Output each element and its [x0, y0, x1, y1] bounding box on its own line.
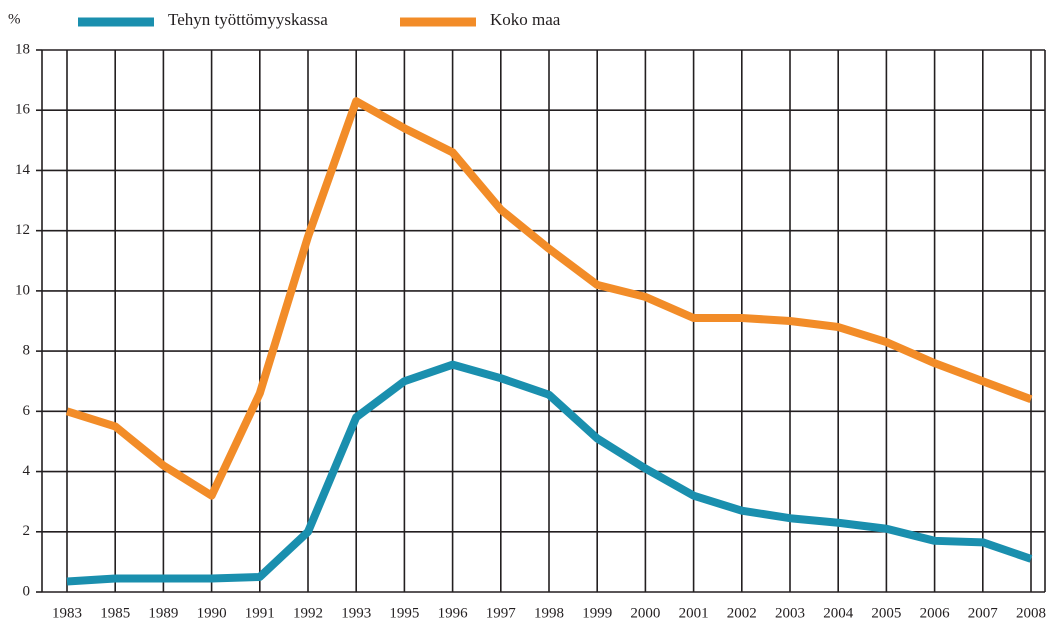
line [66, 360, 1033, 586]
x-tick-label: 2001 [679, 605, 709, 621]
y-tick-label: 14 [15, 162, 31, 178]
x-tick-label: 2002 [727, 605, 757, 621]
y-tick-label: 6 [23, 403, 31, 419]
y-tick-label: 2 [23, 523, 31, 539]
legend-label: Koko maa [490, 10, 561, 29]
y-tick-label: 4 [23, 463, 31, 479]
x-tick-label: 2008 [1016, 605, 1046, 621]
x-tick-label: 2004 [823, 605, 854, 621]
y-axis-label: % [8, 11, 21, 27]
y-tick-label: 12 [15, 222, 30, 238]
x-tick-label: 2005 [871, 605, 901, 621]
y-tick-label: 8 [23, 343, 31, 359]
x-tick-label: 1996 [438, 605, 469, 621]
x-tick-label: 1999 [582, 605, 612, 621]
x-tick-label: 1998 [534, 605, 564, 621]
y-tick-label: 16 [15, 102, 31, 118]
y-tick-label: 18 [15, 41, 30, 57]
x-tick-label: 1985 [100, 605, 130, 621]
x-tick-label: 2007 [968, 605, 999, 621]
line [65, 97, 1033, 500]
x-tick-label: 1993 [341, 605, 371, 621]
x-tick-label: 1995 [389, 605, 419, 621]
x-tick-label: 1992 [293, 605, 323, 621]
legend-label: Tehyn työttömyyskassa [168, 10, 328, 29]
x-tick-label: 1983 [52, 605, 82, 621]
x-tick-label: 1990 [197, 605, 227, 621]
x-tick-label: 2006 [920, 605, 951, 621]
y-tick-label: 0 [23, 583, 31, 599]
x-tick-label: 2003 [775, 605, 805, 621]
x-tick-label: 1991 [245, 605, 275, 621]
x-tick-label: 2000 [630, 605, 660, 621]
y-tick-label: 10 [15, 282, 30, 298]
x-tick-label: 1997 [486, 605, 517, 621]
x-tick-label: 1989 [148, 605, 178, 621]
